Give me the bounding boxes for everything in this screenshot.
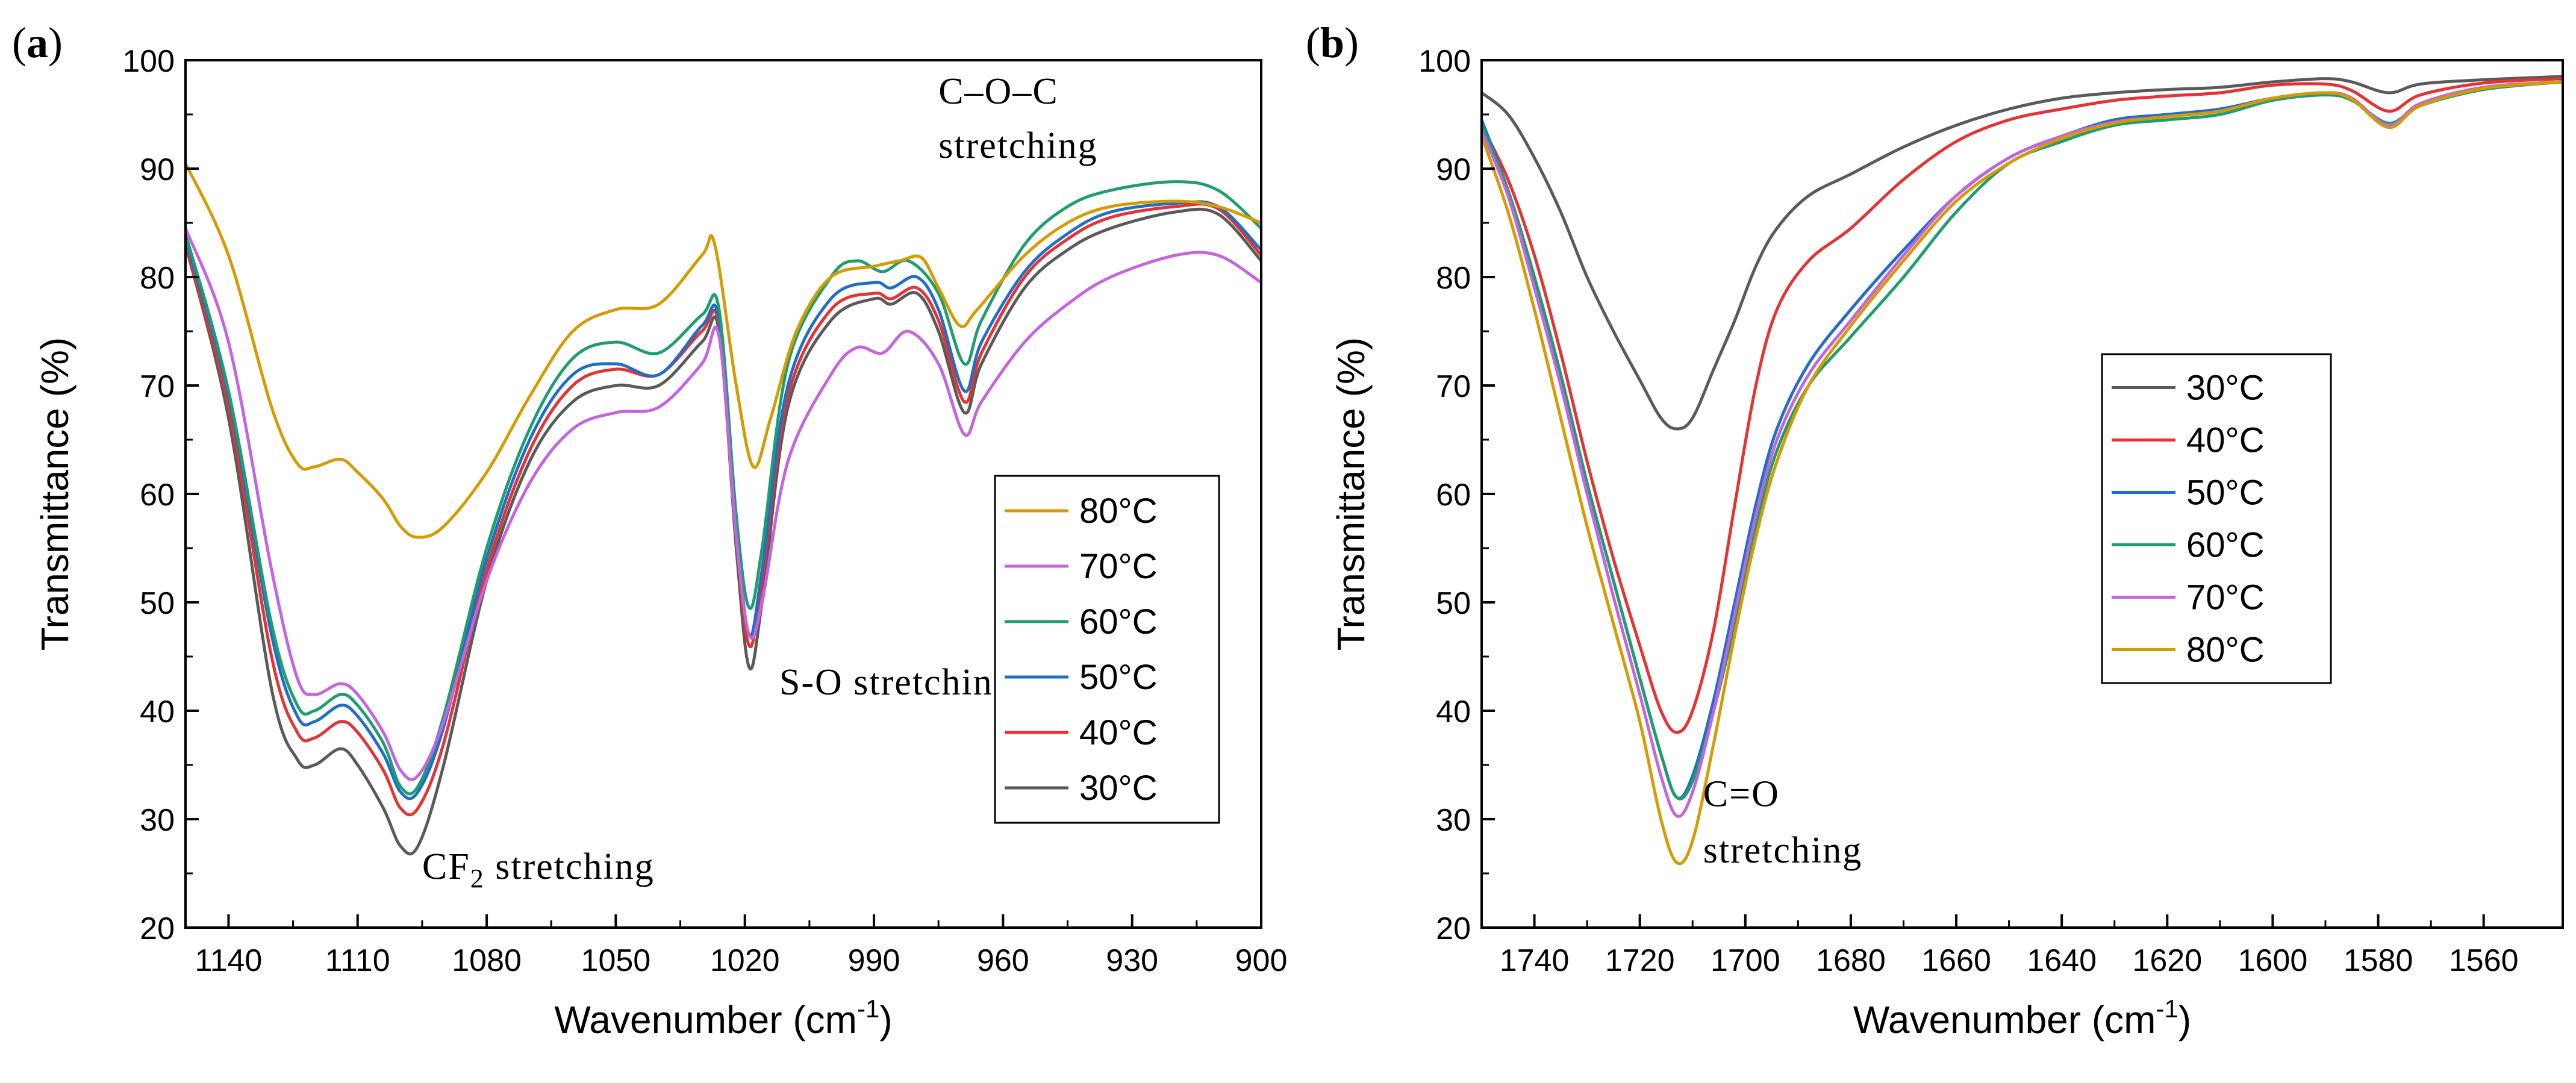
panel-a-annotation: stretching <box>938 125 1098 166</box>
panel-b-x-axis-label: Wavenumber (cm-1) <box>1853 994 2191 1041</box>
panel-b-legend-label: 60°C <box>2186 526 2265 565</box>
panel-a-y-tick-label: 70 <box>140 369 175 404</box>
panel-a-annotation: S-O stretching <box>779 662 1013 703</box>
panel-b-y-tick-label: 70 <box>1436 369 1471 404</box>
panel-b-annotation: C=O <box>1703 773 1780 814</box>
panel-a-legend-label: 50°C <box>1079 658 1158 697</box>
panel-b-x-tick-label: 1680 <box>1816 943 1886 978</box>
panel-a-y-tick-label: 30 <box>140 803 175 838</box>
panel-b-legend-label: 70°C <box>2186 578 2265 617</box>
panel-a-y-tick-label: 80 <box>140 261 175 296</box>
panel-b-x-tick-label: 1660 <box>1921 943 1991 978</box>
panel-b-series-line-60c <box>1482 80 2563 801</box>
panel-a-x-tick-label: 990 <box>848 943 900 978</box>
panel-a-series-line-60c <box>186 180 1261 796</box>
panel-b-y-tick-label: 90 <box>1436 152 1471 187</box>
panel-b-series-line-30c <box>1482 75 2563 431</box>
panel-a-label: (a) <box>12 19 63 67</box>
panel-a-x-tick-label: 930 <box>1106 943 1158 978</box>
panel-a-x-tick-label: 1020 <box>710 943 780 978</box>
panel-a-y-tick-label: 100 <box>122 44 175 79</box>
panel-a-x-tick-label: 900 <box>1235 943 1288 978</box>
panel-a-y-tick-label: 40 <box>140 694 175 729</box>
panel-a-series-group <box>186 162 1261 856</box>
panel-b-y-tick-label: 30 <box>1436 803 1471 838</box>
panel-b-series-group <box>1482 75 2563 866</box>
panel-a-x-tick-label: 960 <box>977 943 1029 978</box>
panel-b-y-tick-label: 80 <box>1436 261 1471 296</box>
panel-a-legend-label: 70°C <box>1079 547 1158 586</box>
panel-b-y-tick-label: 100 <box>1418 44 1471 79</box>
panel-a-x-tick-label: 1080 <box>452 943 522 978</box>
panel-b-legend: 30°C 40°C 50°C 60°C 70°C 80°C <box>2101 353 2332 684</box>
panel-b-legend-label: 50°C <box>2186 473 2265 513</box>
panel-b-plot-frame <box>1480 59 2564 929</box>
panel-a-y-tick-label: 90 <box>140 152 175 187</box>
panel-a-legend-label: 40°C <box>1079 713 1158 752</box>
panel-b-x-tick-label: 1700 <box>1711 943 1780 978</box>
panel-a-y-tick-label: 20 <box>140 911 175 946</box>
panel-a-x-tick-label: 1110 <box>325 943 390 978</box>
panel-b-legend-label: 40°C <box>2186 421 2265 460</box>
panel-b-x-tick-label: 1600 <box>2238 943 2308 978</box>
panel-b-series-line-70c <box>1482 80 2563 818</box>
panel-b: 1740 1720 1700 1680 1660 1640 1620 1600 1580 1560… <box>1306 19 2564 1041</box>
panel-a-legend: 80°C 70°C 60°C 50°C 40°C 30°C <box>994 475 1220 824</box>
panel-a-x-tick-label: 1050 <box>581 943 651 978</box>
panel-a-y-tick-label: 50 <box>140 586 175 621</box>
panel-a-legend-box <box>994 475 1220 824</box>
panel-a-series-line-80c <box>186 162 1261 539</box>
panel-b-label: (b) <box>1306 19 1359 67</box>
panel-a-series-line-70c <box>186 228 1261 781</box>
panel-b-legend-box <box>2101 353 2332 684</box>
panel-b-legend-label: 30°C <box>2186 369 2265 408</box>
panel-a-legend-label: 80°C <box>1079 492 1158 531</box>
panel-b-y-tick-label: 40 <box>1436 694 1471 729</box>
panel-a-legend-label: 60°C <box>1079 602 1158 641</box>
panel-b-y-tick-label: 50 <box>1436 586 1471 621</box>
panel-b-y-tick-label: 20 <box>1436 911 1471 946</box>
panel-b-x-tick-label: 1720 <box>1605 943 1675 978</box>
panel-b-x-tick-label: 1580 <box>2344 943 2413 978</box>
panel-a-y-axis-label: Transmittance (%) <box>33 337 76 651</box>
panel-b-series-line-80c <box>1482 80 2563 866</box>
panel-a-x-tick-label: 1140 <box>195 943 263 978</box>
panel-a-x-axis-label: Wavenumber (cm-1) <box>554 994 892 1041</box>
panel-a: 1140 1110 1080 1050 1020 990 960 930 900 20 30 40 50… <box>12 19 1287 1041</box>
panel-b-annotation: stretching <box>1703 830 1863 871</box>
panel-b-y-tick-label: 60 <box>1436 478 1471 513</box>
panel-a-annotation: C–O–C <box>938 71 1058 112</box>
panel-b-legend-label: 80°C <box>2186 631 2265 670</box>
panel-b-x-tick-label: 1560 <box>2449 943 2519 978</box>
panel-a-legend-label: 30°C <box>1079 769 1158 808</box>
panel-b-x-tick-label: 1620 <box>2132 943 2202 978</box>
panel-a-annotation: CF2 stretching <box>422 846 655 893</box>
panel-b-x-tick-label: 1640 <box>2027 943 2097 978</box>
panel-b-x-tick-label: 1740 <box>1500 943 1570 978</box>
panel-a-y-tick-label: 60 <box>140 478 175 513</box>
panel-b-y-axis-label: Transmittance (%) <box>1329 337 1373 651</box>
panel-b-series-line-40c <box>1482 77 2563 734</box>
